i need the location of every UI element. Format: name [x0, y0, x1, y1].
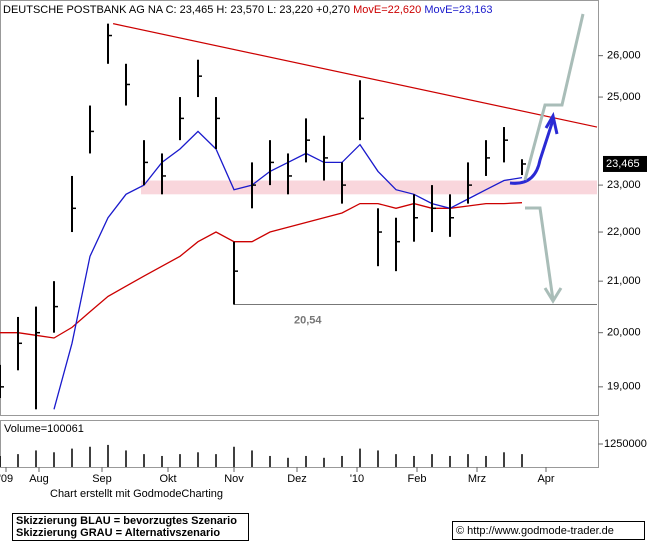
source-box [452, 521, 645, 540]
x-tick-label: Feb [408, 473, 427, 485]
trendline [112, 23, 598, 128]
x-tick-label: '10 [350, 473, 364, 485]
source: © http://www.godmode-trader.de [456, 525, 614, 537]
x-tick-label: Okt [159, 473, 176, 485]
support-label: 20,54 [294, 314, 322, 326]
blue-scenario [509, 119, 555, 185]
legend-entry: MovE=22,620 [353, 4, 421, 16]
y-tick-label: 23,000 [607, 179, 641, 191]
grey-arrowhead [543, 287, 563, 304]
volume-tick-label: 1250000 [604, 438, 647, 450]
y-tick-label: 26,000 [607, 50, 641, 62]
x-tick-label: Dez [287, 473, 307, 485]
y-tick-label: 25,000 [607, 91, 641, 103]
price-marker [603, 155, 647, 172]
title: DEUTSCHE POSTBANK AG NA [3, 4, 164, 16]
x-tick-label: '09 [0, 473, 13, 485]
y-tick-label: 19,000 [607, 381, 641, 393]
x-tick-label: Sep [92, 473, 112, 485]
zone [141, 180, 597, 195]
y-tick-label: 20,000 [607, 327, 641, 339]
volume-label: Volume=100061 [4, 423, 84, 435]
note: Skizzierung GRAU = Alternativszenario [16, 527, 220, 539]
price-marker-label: 23,465 [606, 158, 640, 170]
price-panel [0, 0, 599, 416]
blue-arrowhead [544, 111, 559, 135]
grey-scenario-up [523, 13, 585, 181]
quote: C: 23,465 H: 23,570 L: 23,220 +0,270 [166, 4, 350, 16]
legend-entry: MovE=23,163 [424, 4, 492, 16]
x-tick-label: Mrz [468, 473, 486, 485]
x-tick-label: Aug [29, 473, 49, 485]
note: Skizzierung BLAU = bevorzugtes Szenario [16, 515, 237, 527]
header: DEUTSCHE POSTBANK AG NA C: 23,465 H: 23,… [3, 4, 493, 16]
notes-box [12, 513, 249, 541]
y-tick-label: 22,000 [607, 226, 641, 238]
x-tick-label: Apr [537, 473, 554, 485]
grey-scenario-down [525, 206, 555, 301]
y-tick-label: 21,000 [607, 275, 641, 287]
x-tick-label: Nov [224, 473, 244, 485]
credit: Chart erstellt mit GodmodeCharting [50, 488, 223, 500]
